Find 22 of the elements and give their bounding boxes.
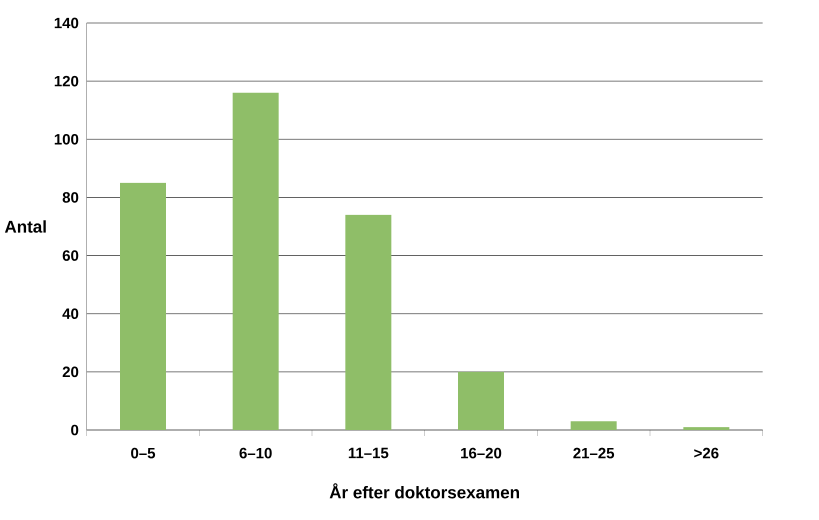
x-tick-label: 16–20 — [461, 448, 502, 458]
x-axis-title: År efter doktorsexamen — [330, 483, 519, 498]
y-tick-label: 100 — [54, 134, 78, 145]
x-tick-label: 11–15 — [348, 448, 388, 458]
x-tick-label: 0–5 — [131, 448, 156, 458]
y-tick-label: 20 — [62, 366, 78, 378]
y-tick-label: 60 — [62, 250, 78, 261]
bar — [120, 182, 166, 430]
y-tick-label: 140 — [54, 18, 78, 28]
bar — [345, 214, 392, 430]
x-tick-label: 21–25 — [573, 448, 614, 458]
x-tick-label: >26 — [694, 448, 719, 458]
y-axis-title: Antal — [4, 220, 46, 233]
bar — [232, 92, 279, 430]
bar — [570, 421, 617, 430]
bar — [683, 427, 730, 430]
y-tick-label: 40 — [62, 308, 78, 320]
y-tick-label: 80 — [62, 192, 78, 203]
y-tick-label: 120 — [54, 76, 78, 86]
x-tick-label: 6–10 — [240, 448, 272, 458]
y-tick-label: 0 — [71, 424, 78, 436]
bar — [458, 372, 504, 430]
